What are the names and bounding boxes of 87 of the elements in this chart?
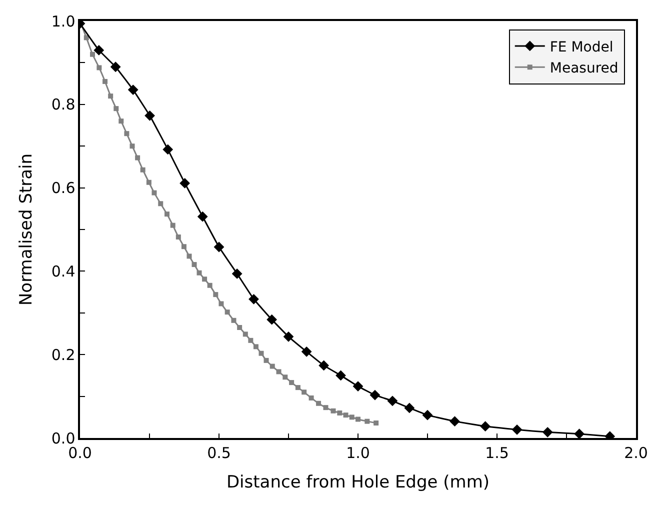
point [108,94,114,99]
point [574,428,584,438]
point [162,144,174,155]
point [308,395,314,400]
legend-label: Measured [550,60,618,77]
point [266,314,278,325]
point [374,420,379,426]
point [130,144,135,149]
point [404,402,415,414]
point [90,52,96,57]
point [207,282,212,288]
point [450,416,460,427]
point [270,364,275,369]
x-tick-label: 2.0 [624,444,648,462]
point [264,358,269,363]
y-tick-label: 0.4 [51,262,76,280]
point [180,178,190,188]
y-tick-label: 0.2 [51,346,76,364]
x-axis-title: Distance from Hole Edge (mm) [226,472,490,493]
point [170,222,176,228]
point [181,244,186,250]
point [318,360,330,371]
point [330,408,336,414]
point [128,84,138,96]
point [237,325,242,330]
point [196,270,202,276]
point [158,201,164,206]
legend-label: FE Model [550,39,614,56]
point [248,338,254,343]
point [232,268,242,279]
point [84,35,89,40]
point [140,167,146,172]
point [176,234,181,240]
point [343,412,348,418]
point [542,426,553,438]
point [231,318,236,323]
point [301,346,312,357]
point [164,212,170,217]
point [258,350,264,356]
y-tick-label: 0.6 [51,179,76,198]
point [124,131,130,136]
x-tick-label: 1.0 [346,444,370,462]
point [110,62,121,72]
point [364,418,370,424]
point [253,344,258,350]
point [337,410,342,416]
point [146,180,152,185]
point [289,380,294,386]
point [323,405,328,410]
point [202,276,208,282]
point [213,292,218,298]
point [302,390,307,395]
point [102,78,108,84]
point [186,254,192,259]
x-tick-label: 0.5 [207,444,231,462]
point [370,390,380,400]
point [356,416,360,422]
point [282,374,288,380]
point [422,410,433,420]
y-axis-title: Normalised Strain [16,153,36,306]
point [96,65,102,70]
point [387,396,398,406]
point [512,424,522,435]
point [135,155,140,160]
point [352,381,364,392]
point [248,294,259,304]
point [114,106,119,112]
point [144,110,155,121]
x-tick-label: 1.5 [485,444,509,462]
point [214,242,224,252]
point [152,190,157,196]
point [336,370,346,381]
point [480,421,491,432]
point [218,301,224,306]
y-tick-label: 0.8 [51,96,76,114]
point [295,385,300,390]
point [118,118,124,124]
point [316,400,322,406]
point [94,44,104,56]
point [276,369,282,374]
point [197,211,208,222]
point [283,331,294,342]
point [224,310,230,315]
y-tick-label: 1.0 [51,12,76,30]
point [349,414,354,420]
point [192,262,197,268]
point [242,332,248,337]
